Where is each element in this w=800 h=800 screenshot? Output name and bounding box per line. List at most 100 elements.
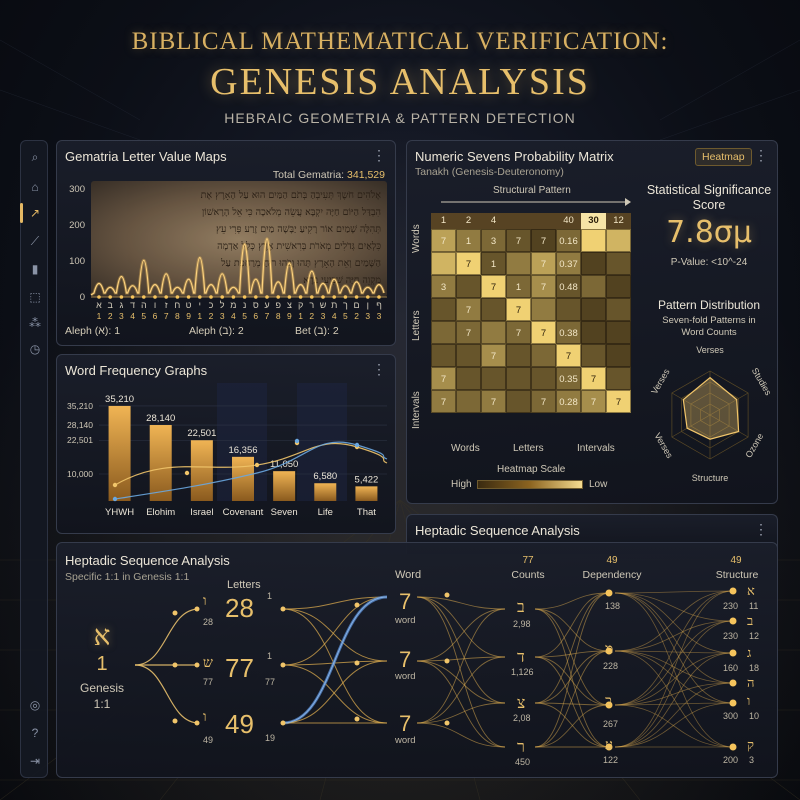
heatmap-col-header: [531, 213, 556, 229]
struct-node-5-glyph: ו: [747, 694, 751, 709]
heatmap-cell: 0.16: [556, 229, 581, 252]
struct-node-5-b: 10: [749, 711, 760, 721]
radar-axis-label: Studies: [750, 366, 773, 397]
heatmap-col-header: [506, 213, 531, 229]
page-subtitle: GENESIS ANALYSIS: [210, 61, 590, 103]
flow-node: [605, 743, 613, 751]
word-node-1-big: 7: [399, 589, 412, 614]
heatmap-cell: 7: [506, 321, 531, 344]
gematria-x-digit: 4: [231, 311, 236, 321]
heatmap-col-header: 30: [581, 213, 606, 229]
gematria-x-letter: ם: [354, 300, 360, 310]
gematria-x-letter: ע: [264, 300, 269, 310]
heatmap-scale-bar: [477, 480, 583, 489]
gematria-x-letter: פ: [275, 300, 281, 310]
heatmap-cell: 7: [456, 298, 481, 321]
heptadic-small-menu-icon[interactable]: ⋮: [754, 521, 768, 537]
gematria-total: Total Gematria: 341,529: [273, 169, 385, 181]
nodes-icon[interactable]: ⁂: [29, 316, 41, 330]
wf-value-label: 5,422: [355, 474, 379, 485]
page-title: BIBLICAL MATHEMATICAL VERIFICATION:: [131, 28, 669, 55]
heatmap-cell: 7: [431, 390, 456, 413]
gematria-point: [97, 295, 101, 299]
heptadic-subtitle: Specific 1:1 in Genesis 1:1: [65, 571, 190, 583]
flow-node: [729, 617, 737, 625]
significance-value: 7.8σμ: [666, 215, 752, 250]
heatmap-cell: [456, 344, 481, 367]
radar-series: [682, 376, 740, 440]
gematria-x-digit: 7: [265, 311, 270, 321]
struct-node-3-a: 160: [723, 663, 739, 673]
flow-node: [194, 662, 200, 668]
wf-value-label: 11,050: [270, 459, 298, 470]
gematria-x-letter: א: [96, 300, 102, 310]
wf-trend-blue: [114, 441, 388, 500]
bar-chart-icon[interactable]: ▮: [31, 262, 39, 276]
flow-link: [534, 656, 610, 748]
count-node-4-n: 450: [515, 757, 531, 767]
flow-link: [534, 592, 610, 748]
wf-category-label: Elohim: [146, 507, 175, 518]
struct-node-2-b: 12: [749, 631, 760, 641]
dep-node-4-glyph: ע: [605, 737, 613, 753]
target-icon[interactable]: ◎: [29, 698, 41, 712]
flow-link: [534, 650, 610, 704]
flow-link: [282, 596, 388, 610]
flow-link: [282, 608, 388, 662]
dep-node-2-glyph: מ: [605, 641, 614, 657]
heptadic-flow-diagram: [134, 587, 737, 751]
heatmap-badge[interactable]: Heatmap: [695, 148, 752, 166]
help-icon[interactable]: ?: [31, 726, 39, 740]
struct-node-3-glyph: ג: [747, 646, 752, 661]
matrix-menu-icon[interactable]: ⋮: [754, 147, 768, 163]
gematria-x-digit: 2: [309, 311, 314, 321]
word-frequency-menu-icon[interactable]: ⋮: [372, 361, 386, 377]
heatmap-cell: [431, 298, 456, 321]
heatmap-cell: [606, 367, 631, 390]
heatmap-cell: 7: [506, 298, 531, 321]
trend-icon[interactable]: ↗: [29, 206, 41, 220]
flow-link: [614, 592, 734, 704]
heatmap-cell: 7: [531, 252, 556, 275]
heatmap-cell: 0.48: [556, 275, 581, 298]
gematria-menu-icon[interactable]: ⋮: [372, 147, 386, 163]
gematria-x-letter: ק: [298, 300, 303, 310]
flow-link: [614, 620, 734, 652]
scroll-line: מִקְוֵה חַיָּה שְׁבִיעִי בָּרָא: [303, 275, 381, 286]
flow-link: [534, 592, 610, 704]
dep-node-2-n: 228: [603, 661, 619, 671]
gematria-point: [298, 295, 303, 299]
dep-node-3-n: 267: [603, 719, 619, 729]
heptadic-panel: Heptadic Sequence Analysis Specific 1:1 …: [56, 542, 778, 778]
gematria-x-digit: 8: [175, 311, 180, 321]
flow-link: [534, 592, 610, 610]
wf-value-label: 22,501: [187, 428, 216, 439]
wf-category-label: YHWH: [105, 507, 134, 518]
word-node-2-small: word: [395, 671, 416, 682]
search-icon[interactable]: ⌕: [31, 150, 39, 164]
analytics-icon[interactable]: ⬚: [29, 290, 41, 304]
col-label-words: Words: [451, 443, 480, 454]
gematria-x-letter: ט: [186, 300, 192, 310]
home-icon[interactable]: ⌂: [31, 180, 39, 194]
wf-trend-point: [294, 438, 300, 444]
gematria-y-tick: 300: [69, 184, 85, 195]
heatmap-cell: 0.28: [556, 390, 581, 413]
heatmap-cell: [506, 367, 531, 390]
wf-y-tick: 10,000: [67, 469, 93, 479]
flow-link: [614, 650, 734, 684]
line-chart-icon[interactable]: ⟋: [30, 234, 40, 248]
logout-icon[interactable]: ⇥: [29, 754, 41, 768]
heatmap-cell: [531, 344, 556, 367]
gematria-point: [332, 295, 337, 299]
heatmap-cell: 7: [481, 275, 506, 298]
heatmap-cell: [581, 298, 606, 321]
letter-node-1-glyph: ו: [203, 593, 207, 609]
gematria-point: [366, 295, 370, 299]
flow-link: [614, 704, 734, 748]
structural-arrow: [441, 198, 631, 206]
sidebar: ⌕ ⌂ ↗ ⟋ ▮ ⬚ ⁂ ◷ ◎ ? ⇥: [20, 140, 48, 778]
gematria-x-digit: 1: [97, 311, 102, 321]
clock-icon[interactable]: ◷: [29, 342, 41, 356]
dep-node-3-glyph: כ: [605, 693, 612, 709]
